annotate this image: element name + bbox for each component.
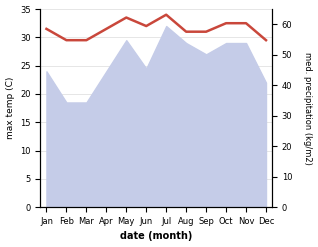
Y-axis label: max temp (C): max temp (C) <box>5 77 15 139</box>
X-axis label: date (month): date (month) <box>120 231 192 242</box>
Y-axis label: med. precipitation (kg/m2): med. precipitation (kg/m2) <box>303 52 313 165</box>
